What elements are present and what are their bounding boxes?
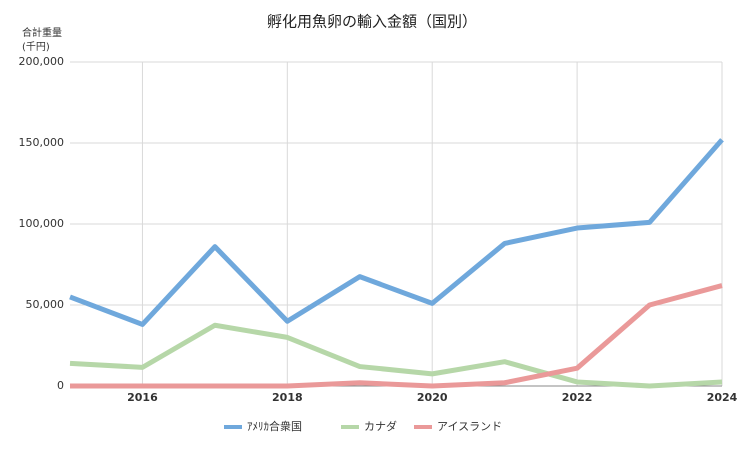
y-tick-label: 200,000 bbox=[19, 55, 65, 68]
legend-label: カナダ bbox=[364, 419, 397, 433]
series-line bbox=[69, 322, 723, 389]
series-line bbox=[69, 138, 724, 327]
y-tick-label: 50,000 bbox=[26, 298, 65, 311]
x-tick-label: 2018 bbox=[272, 391, 303, 404]
y-axis-label: (千円) bbox=[22, 41, 50, 53]
x-tick-label: 2024 bbox=[707, 391, 738, 404]
y-tick-label: 100,000 bbox=[19, 217, 65, 230]
legend-label: アイスランド bbox=[437, 420, 502, 433]
x-tick-label: 2020 bbox=[417, 391, 448, 404]
legend-label: ｱﾒﾘｶ合衆国 bbox=[247, 419, 302, 433]
x-tick-label: 2022 bbox=[562, 391, 593, 404]
y-tick-label: 0 bbox=[57, 379, 64, 392]
y-tick-label: 150,000 bbox=[19, 136, 65, 149]
series-line bbox=[70, 283, 723, 389]
chart-title: 孵化用魚卵の輸入金額（国別） bbox=[267, 13, 477, 31]
x-tick-label: 2016 bbox=[127, 391, 158, 404]
y-axis-label: 合計重量 bbox=[22, 26, 62, 39]
